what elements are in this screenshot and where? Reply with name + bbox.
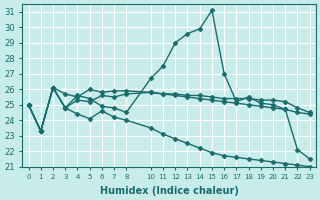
X-axis label: Humidex (Indice chaleur): Humidex (Indice chaleur) [100, 186, 239, 196]
